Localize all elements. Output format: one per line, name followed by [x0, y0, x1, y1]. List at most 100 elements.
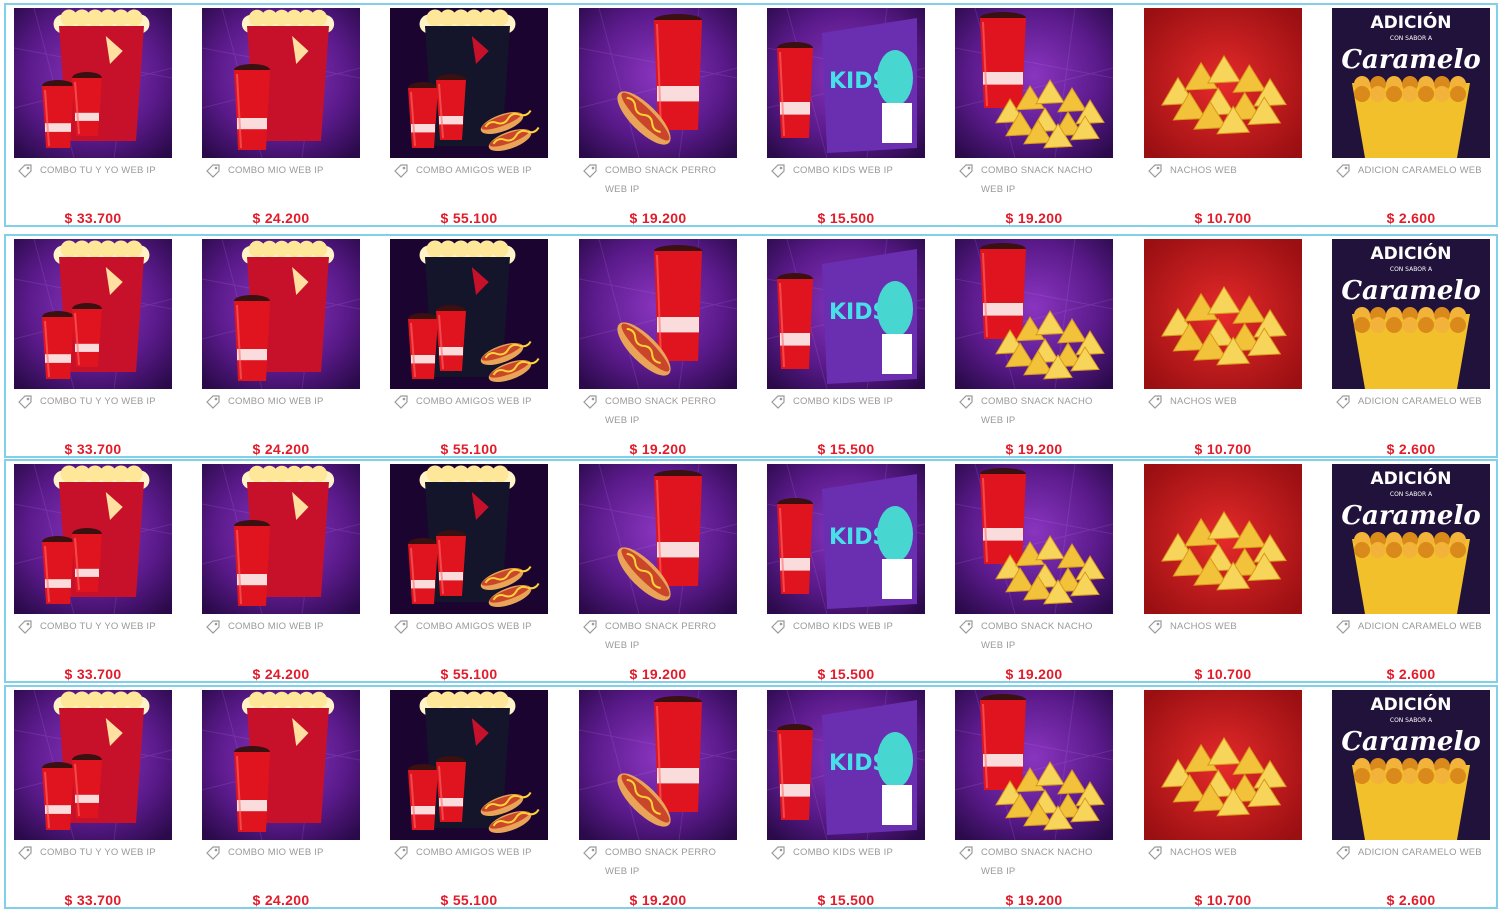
product-price: $ 55.100 [440, 892, 498, 908]
tag-icon [583, 164, 597, 178]
product-card[interactable]: COMBO MIO WEB IP $ 24.200 [196, 687, 366, 909]
product-card[interactable]: COMBO MIO WEB IP $ 24.200 [196, 461, 366, 683]
product-price: $ 19.200 [629, 892, 687, 908]
product-card[interactable]: NACHOS WEB $ 10.700 [1138, 461, 1308, 683]
nachos-image[interactable] [1144, 464, 1302, 614]
product-price: $ 19.200 [1005, 892, 1063, 908]
product-card[interactable]: COMBO AMIGOS WEB IP $ 55.100 [384, 461, 554, 683]
tag-icon [1336, 846, 1350, 860]
combo-snack-perro-image[interactable] [579, 239, 737, 389]
product-card[interactable]: COMBO TU Y YO WEB IP $ 33.700 [8, 687, 178, 909]
product-card[interactable]: COMBO TU Y YO WEB IP $ 33.700 [8, 5, 178, 227]
product-card[interactable]: KIDS COMBO KIDS WEB IP $ 15.500 [761, 687, 931, 909]
product-label: ADICION CARAMELO WEB [1336, 843, 1492, 862]
combo-snack-perro-image[interactable] [579, 690, 737, 840]
combo-tu-y-yo-image[interactable] [14, 239, 172, 389]
product-card[interactable]: KIDS COMBO KIDS WEB IP $ 15.500 [761, 5, 931, 227]
product-card[interactable]: COMBO SNACK NACHO WEB IP $ 19.200 [949, 236, 1119, 458]
tag-icon [394, 620, 408, 634]
combo-kids-image[interactable]: KIDS [767, 464, 925, 614]
combo-mio-image[interactable] [202, 690, 360, 840]
combo-tu-y-yo-image[interactable] [14, 690, 172, 840]
product-card[interactable]: COMBO SNACK PERRO WEB IP $ 19.200 [573, 236, 743, 458]
product-card[interactable]: ADICIÓN CON SABOR A Caramelo ADICION CAR… [1326, 5, 1496, 227]
combo-amigos-image[interactable] [390, 8, 548, 158]
product-label: COMBO MIO WEB IP [206, 161, 362, 180]
nachos-image[interactable] [1144, 239, 1302, 389]
caramelo-script: Caramelo [1341, 276, 1480, 306]
combo-kids-image[interactable]: KIDS [767, 239, 925, 389]
product-name: ADICION CARAMELO WEB [1358, 847, 1482, 858]
combo-kids-image[interactable]: KIDS [767, 690, 925, 840]
product-name: COMBO SNACK PERRO WEB IP [605, 621, 717, 651]
product-card[interactable]: COMBO AMIGOS WEB IP $ 55.100 [384, 5, 554, 227]
adicion-caramelo-image[interactable]: ADICIÓN CON SABOR A Caramelo [1332, 239, 1490, 389]
product-price: $ 15.500 [817, 441, 875, 457]
tag-icon [771, 620, 785, 634]
product-price: $ 33.700 [64, 210, 122, 226]
product-name: COMBO SNACK NACHO WEB IP [981, 847, 1093, 877]
product-label: ADICION CARAMELO WEB [1336, 617, 1492, 636]
combo-snack-nacho-image[interactable] [955, 8, 1113, 158]
product-card[interactable]: COMBO SNACK NACHO WEB IP $ 19.200 [949, 461, 1119, 683]
nachos-image[interactable] [1144, 690, 1302, 840]
product-card[interactable]: NACHOS WEB $ 10.700 [1138, 687, 1308, 909]
adicion-caramelo-image[interactable]: ADICIÓN CON SABOR A Caramelo [1332, 8, 1490, 158]
combo-amigos-image[interactable] [390, 464, 548, 614]
product-label: COMBO AMIGOS WEB IP [394, 843, 550, 862]
tag-icon [959, 164, 973, 178]
combo-kids-image[interactable]: KIDS [767, 8, 925, 158]
product-card[interactable]: ADICIÓN CON SABOR A Caramelo ADICION CAR… [1326, 687, 1496, 909]
product-card[interactable]: COMBO SNACK NACHO WEB IP $ 19.200 [949, 5, 1119, 227]
nachos-image[interactable] [1144, 8, 1302, 158]
product-name: COMBO SNACK PERRO WEB IP [605, 847, 717, 877]
combo-snack-nacho-image[interactable] [955, 690, 1113, 840]
product-card[interactable]: COMBO AMIGOS WEB IP $ 55.100 [384, 236, 554, 458]
product-card[interactable]: NACHOS WEB $ 10.700 [1138, 5, 1308, 227]
combo-snack-perro-image[interactable] [579, 8, 737, 158]
product-label: COMBO MIO WEB IP [206, 392, 362, 411]
product-name: COMBO KIDS WEB IP [793, 396, 893, 407]
product-price: $ 19.200 [1005, 210, 1063, 226]
combo-amigos-image[interactable] [390, 239, 548, 389]
product-card[interactable]: COMBO SNACK NACHO WEB IP $ 19.200 [949, 687, 1119, 909]
combo-mio-image[interactable] [202, 464, 360, 614]
product-name: COMBO KIDS WEB IP [793, 847, 893, 858]
combo-mio-image[interactable] [202, 8, 360, 158]
combo-tu-y-yo-image[interactable] [14, 464, 172, 614]
combo-tu-y-yo-image[interactable] [14, 8, 172, 158]
adicion-caramelo-image[interactable]: ADICIÓN CON SABOR A Caramelo [1332, 690, 1490, 840]
combo-amigos-image[interactable] [390, 690, 548, 840]
product-card[interactable]: ADICIÓN CON SABOR A Caramelo ADICION CAR… [1326, 236, 1496, 458]
combo-snack-nacho-image[interactable] [955, 239, 1113, 389]
product-label: COMBO TU Y YO WEB IP [18, 392, 174, 411]
product-card[interactable]: COMBO MIO WEB IP $ 24.200 [196, 5, 366, 227]
product-card[interactable]: ADICIÓN CON SABOR A Caramelo ADICION CAR… [1326, 461, 1496, 683]
product-price: $ 55.100 [440, 210, 498, 226]
product-card[interactable]: NACHOS WEB $ 10.700 [1138, 236, 1308, 458]
product-name: COMBO TU Y YO WEB IP [40, 621, 156, 632]
product-price: $ 33.700 [64, 666, 122, 682]
adicion-caramelo-image[interactable]: ADICIÓN CON SABOR A Caramelo [1332, 464, 1490, 614]
combo-snack-nacho-image[interactable] [955, 464, 1113, 614]
product-name: COMBO KIDS WEB IP [793, 621, 893, 632]
product-label: NACHOS WEB [1148, 392, 1304, 411]
product-price: $ 19.200 [1005, 666, 1063, 682]
product-name: NACHOS WEB [1170, 621, 1237, 632]
product-card[interactable]: COMBO TU Y YO WEB IP $ 33.700 [8, 236, 178, 458]
product-card[interactable]: COMBO SNACK PERRO WEB IP $ 19.200 [573, 5, 743, 227]
product-price: $ 10.700 [1194, 892, 1252, 908]
product-card[interactable]: COMBO SNACK PERRO WEB IP $ 19.200 [573, 461, 743, 683]
product-card[interactable]: KIDS COMBO KIDS WEB IP $ 15.500 [761, 461, 931, 683]
product-name: COMBO MIO WEB IP [228, 621, 324, 632]
product-card[interactable]: COMBO SNACK PERRO WEB IP $ 19.200 [573, 687, 743, 909]
product-card[interactable]: COMBO TU Y YO WEB IP $ 33.700 [8, 461, 178, 683]
product-card[interactable]: COMBO AMIGOS WEB IP $ 55.100 [384, 687, 554, 909]
product-card[interactable]: KIDS COMBO KIDS WEB IP $ 15.500 [761, 236, 931, 458]
product-name: COMBO TU Y YO WEB IP [40, 165, 156, 176]
combo-snack-perro-image[interactable] [579, 464, 737, 614]
product-label: NACHOS WEB [1148, 617, 1304, 636]
product-card[interactable]: COMBO MIO WEB IP $ 24.200 [196, 236, 366, 458]
caramelo-sub: CON SABOR A [1390, 717, 1433, 724]
combo-mio-image[interactable] [202, 239, 360, 389]
